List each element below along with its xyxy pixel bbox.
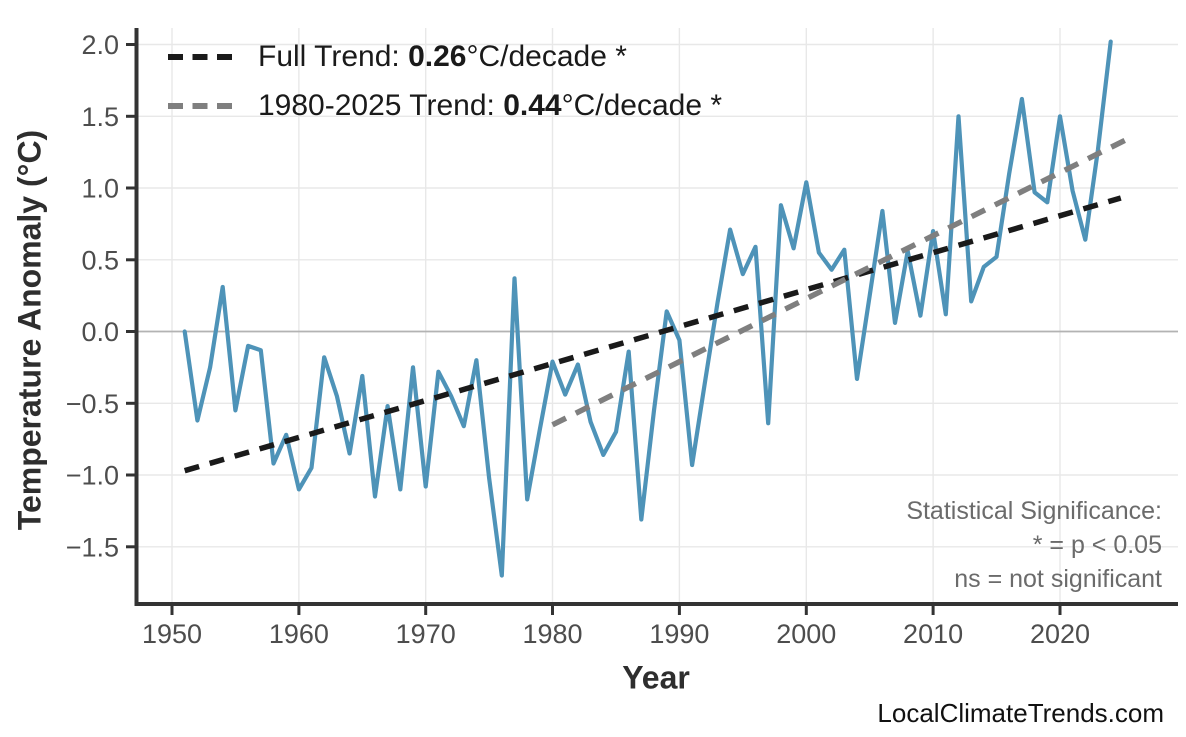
- y-tick-label: 0.5: [81, 245, 119, 275]
- x-tick-label: 2010: [903, 619, 963, 649]
- x-tick-label: 1960: [269, 619, 329, 649]
- recent-trend-dash-swatch: [168, 103, 232, 109]
- significance-annotation-pvalue: * = p < 0.05: [1032, 531, 1162, 559]
- legend-item-full-trend: Full Trend: 0.26°C/decade *: [168, 40, 627, 74]
- legend-full-suffix: °C/decade *: [466, 40, 627, 73]
- x-tick-label: 2020: [1030, 619, 1090, 649]
- y-tick-label: 1.5: [81, 102, 119, 132]
- y-tick-label: −1.5: [66, 532, 119, 562]
- y-tick-label: −0.5: [66, 389, 119, 419]
- x-tick-label: 1990: [649, 619, 709, 649]
- legend-recent-prefix: 1980-2025 Trend:: [258, 89, 504, 122]
- legend-recent-suffix: °C/decade *: [561, 89, 723, 122]
- significance-annotation: Statistical Significance: * = p < 0.05 n…: [906, 494, 1162, 596]
- recent-trend-line: [551, 136, 1129, 428]
- y-tick-label: 0.0: [81, 317, 119, 347]
- watermark: LocalClimateTrends.com: [877, 698, 1164, 728]
- x-tick-label: 2000: [776, 619, 836, 649]
- anomaly-line-series: [182, 39, 1113, 578]
- x-axis-title: Year: [622, 659, 690, 696]
- y-tick-label: 2.0: [81, 30, 119, 60]
- y-tick-label: −1.0: [66, 461, 119, 491]
- legend-label-full-trend: Full Trend: 0.26°C/decade *: [258, 40, 627, 74]
- legend-full-prefix: Full Trend:: [258, 40, 409, 73]
- legend-recent-value: 0.44: [503, 89, 562, 122]
- y-axis-title: Temperature Anomaly (°C): [11, 129, 48, 531]
- legend-label-recent-trend: 1980-2025 Trend: 0.44°C/decade *: [258, 89, 722, 123]
- significance-annotation-ns: ns = not significant: [954, 565, 1162, 593]
- full-trend-dash-swatch: [168, 54, 232, 60]
- legend-item-recent-trend: 1980-2025 Trend: 0.44°C/decade *: [168, 89, 722, 123]
- x-tick-label: 1980: [522, 619, 582, 649]
- full-trend-line: [183, 195, 1122, 474]
- legend-full-value: 0.26: [408, 40, 467, 73]
- significance-annotation-title: Statistical Significance:: [906, 497, 1162, 525]
- x-tick-label: 1950: [142, 619, 202, 649]
- y-tick-label: 1.0: [81, 174, 119, 204]
- x-tick-label: 1970: [396, 619, 456, 649]
